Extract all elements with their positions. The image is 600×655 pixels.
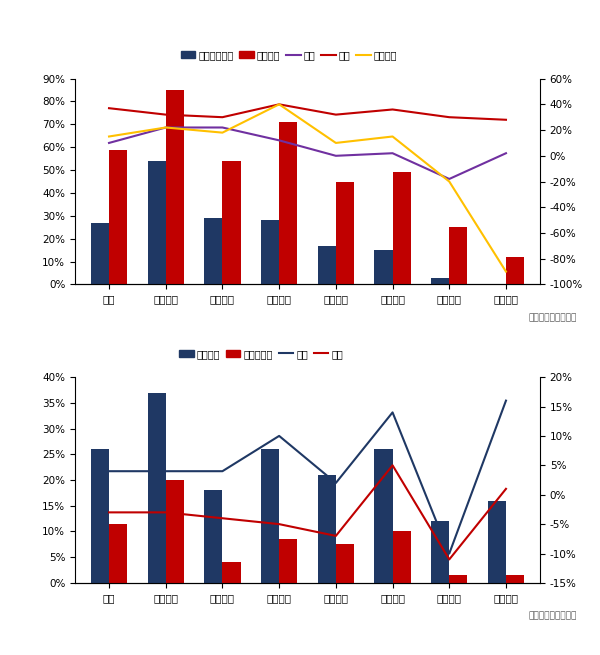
Bar [431,278,449,284]
Bar [109,524,127,583]
Bar [392,531,411,583]
Bar [449,575,467,583]
Bar [431,521,449,583]
Bar [148,392,166,583]
Bar [261,221,279,284]
Bar [336,181,354,284]
Bar [204,491,223,583]
Bar [374,449,392,583]
Bar [279,122,297,284]
Bar [91,223,109,284]
Bar [223,563,241,583]
Legend: 劳务到位, 劳务上岗率, 同比, 同比: 劳务到位, 劳务上岗率, 同比, 同比 [175,345,347,363]
Bar [166,90,184,284]
Bar [336,544,354,583]
Bar [261,449,279,583]
Bar [279,539,297,583]
Bar [223,161,241,284]
Bar [109,149,127,284]
Bar [392,172,411,284]
Bar [204,218,223,284]
Bar [91,449,109,583]
Bar [148,161,166,284]
Bar [449,227,467,284]
Text: 数据来源：百年建筑: 数据来源：百年建筑 [529,612,577,621]
Bar [506,575,524,583]
Bar [488,500,506,583]
Legend: 工地开复工率, 预计下周, 同比, 环比, 预计同比: 工地开复工率, 预计下周, 同比, 环比, 预计同比 [177,47,401,64]
Bar [318,475,336,583]
Bar [318,246,336,284]
Bar [374,250,392,284]
Bar [506,257,524,284]
Text: 数据来源：百年建筑: 数据来源：百年建筑 [529,313,577,322]
Bar [166,480,184,583]
